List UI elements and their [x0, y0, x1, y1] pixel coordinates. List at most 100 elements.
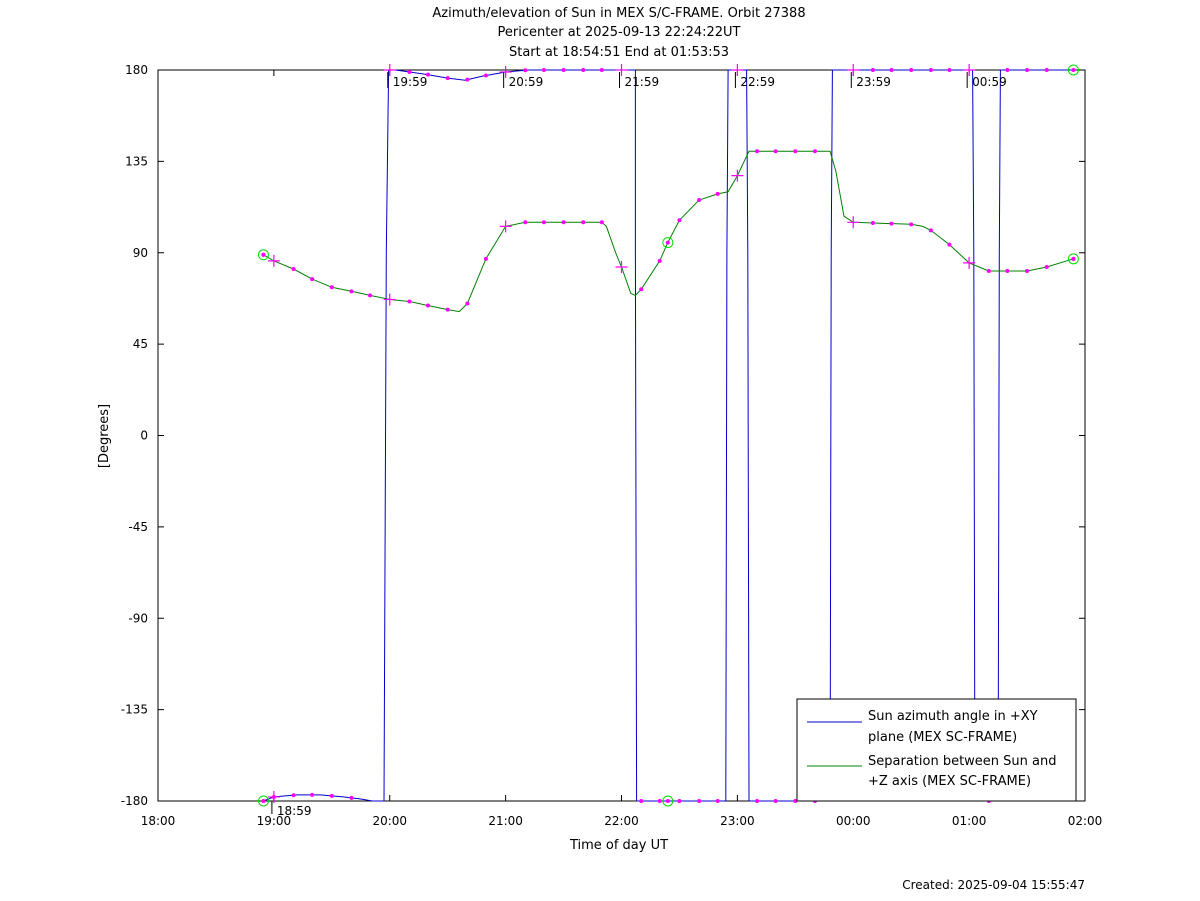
data-point-dot	[773, 149, 778, 154]
data-point-dot	[465, 77, 470, 82]
event-circle-dot	[665, 240, 670, 245]
legend-label-separation-1: Separation between Sun and	[868, 754, 1056, 769]
data-point-dot	[715, 799, 720, 803]
data-point-dot	[909, 68, 914, 72]
data-point-dot	[483, 73, 488, 78]
y-tick-label: -90	[128, 611, 148, 625]
data-point-dot	[657, 799, 662, 803]
data-point-dot	[1044, 68, 1049, 72]
data-point-dot	[541, 68, 546, 72]
data-point-dot	[465, 301, 470, 306]
event-circle-dot	[1071, 256, 1076, 261]
data-point-dot	[947, 68, 952, 72]
data-point-dot	[523, 220, 528, 225]
data-point-dot	[425, 303, 430, 308]
legend: Sun azimuth angle in +XY plane (MEX SC-F…	[796, 698, 1077, 802]
data-point-dot	[541, 220, 546, 225]
data-point-dot	[909, 222, 914, 227]
y-tick-label: -45	[128, 520, 148, 534]
event-circle-marker	[1067, 253, 1079, 265]
data-point-dot	[291, 266, 296, 271]
hour-plus-marker	[383, 293, 396, 306]
data-point-dot	[1025, 68, 1030, 72]
y-axis-label: [Degrees]	[97, 404, 112, 468]
data-point-dot	[657, 258, 662, 263]
data-point-dot	[755, 149, 760, 154]
data-point-dot	[310, 792, 315, 797]
data-point-dot	[889, 221, 894, 226]
legend-label-azimuth-2: plane (MEX SC-FRAME)	[868, 730, 1017, 745]
series-layer	[263, 69, 1074, 802]
data-point-dot	[715, 191, 720, 196]
hour-plus-marker	[731, 64, 744, 76]
event-circle-dot	[261, 799, 266, 803]
data-point-dot	[677, 218, 682, 223]
data-point-dot	[677, 799, 682, 803]
created-footer: Created: 2025-09-04 15:55:47	[902, 878, 1085, 892]
data-point-dot	[639, 799, 644, 803]
data-point-dot	[1044, 264, 1049, 269]
data-point-dot	[755, 799, 760, 803]
x-tick-label: 01:00	[952, 814, 987, 828]
data-point-dot	[599, 220, 604, 225]
data-point-dot	[561, 68, 566, 72]
data-point-dot	[445, 307, 450, 312]
hour-plus-marker	[615, 64, 628, 76]
data-point-dot	[793, 799, 798, 803]
event-circle-marker	[1067, 64, 1079, 76]
data-point-dot	[697, 799, 702, 803]
data-point-dot	[870, 220, 875, 225]
data-point-dot	[1025, 269, 1030, 274]
time-markers: 18:59 19:59 20:59 21:59 22:59 23:59 00:59	[271, 72, 1007, 818]
series-line-separation	[263, 150, 1074, 313]
marker-layer	[257, 64, 1079, 807]
event-circle-dot	[665, 799, 670, 803]
plot-frame	[157, 69, 1086, 802]
data-point-dot	[349, 795, 354, 800]
legend-label-azimuth-1: Sun azimuth angle in +XY	[868, 709, 1038, 724]
event-circle-marker	[257, 249, 269, 261]
hour-plus-marker	[847, 64, 860, 76]
data-point-dot	[928, 68, 933, 72]
series-line-azimuth	[263, 69, 1074, 802]
data-point-dot	[947, 242, 952, 247]
data-point-dot	[581, 68, 586, 72]
chart-subtitle-start-end: Start at 18:54:51 End at 01:53:53	[509, 45, 729, 60]
data-point-dot	[986, 269, 991, 274]
x-tick-label: 20:00	[372, 814, 407, 828]
data-point-dot	[483, 256, 488, 261]
data-point-dot	[368, 293, 373, 298]
hour-plus-marker	[963, 256, 976, 269]
data-point-dot	[291, 793, 296, 798]
hour-plus-marker	[963, 64, 976, 76]
y-tick-label: -180	[121, 794, 148, 808]
time-annotation: 23:59	[856, 75, 891, 89]
data-point-dot	[407, 299, 412, 304]
hour-plus-marker	[499, 220, 512, 233]
hour-plus-marker	[731, 169, 744, 182]
hour-plus-marker	[267, 254, 280, 267]
data-point-dot	[639, 287, 644, 292]
data-point-dot	[561, 220, 566, 225]
x-tick-label: 00:00	[836, 814, 871, 828]
data-point-dot	[407, 69, 412, 74]
data-point-dot	[1005, 68, 1010, 72]
data-point-dot	[773, 799, 778, 803]
data-point-dot	[329, 793, 334, 798]
data-point-dot	[599, 68, 604, 72]
time-annotation: 20:59	[509, 75, 544, 89]
x-tick-label: 21:00	[488, 814, 523, 828]
time-annotation: 22:59	[740, 75, 775, 89]
x-tick-label: 02:00	[1068, 814, 1103, 828]
data-point-dot	[1005, 269, 1010, 274]
chart-subtitle-pericenter: Pericenter at 2025-09-13 22:24:22UT	[497, 25, 740, 40]
data-point-dot	[870, 68, 875, 72]
hour-plus-marker	[267, 790, 280, 803]
y-tick-label: 0	[140, 429, 148, 443]
x-axis-label: Time of day UT	[569, 838, 668, 853]
y-tick-label: 45	[133, 337, 148, 351]
event-circle-dot	[1071, 68, 1076, 72]
x-tick-label: 23:00	[720, 814, 755, 828]
data-point-dot	[889, 68, 894, 72]
legend-box	[796, 698, 1077, 802]
